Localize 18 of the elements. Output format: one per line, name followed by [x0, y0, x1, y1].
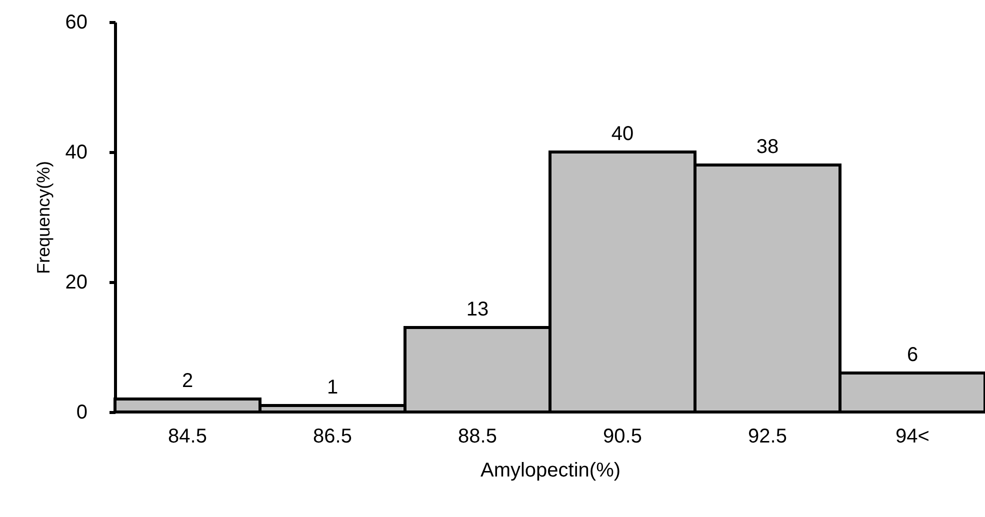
x-tick-label: 88.5 — [458, 426, 497, 448]
x-tick-label: 90.5 — [603, 426, 642, 448]
x-tick-label: 86.5 — [313, 426, 352, 448]
data-label: 40 — [611, 123, 634, 145]
y-axis-title: Frequency(%) — [33, 160, 54, 274]
data-label: 38 — [756, 136, 779, 158]
x-axis-title: Amylopectin(%) — [480, 460, 621, 482]
x-tick-label: 94< — [896, 426, 930, 448]
data-label: 6 — [906, 344, 918, 366]
y-tick-label: 60 — [65, 12, 88, 34]
data-label: 13 — [466, 298, 489, 320]
data-label: 1 — [326, 376, 338, 398]
y-tick-label: 0 — [76, 402, 88, 424]
y-tick-label: 20 — [65, 272, 88, 294]
x-tick-label: 84.5 — [168, 426, 207, 448]
y-tick-label: 40 — [65, 142, 88, 164]
x-tick-label: 92.5 — [748, 426, 787, 448]
data-label: 2 — [182, 370, 194, 392]
